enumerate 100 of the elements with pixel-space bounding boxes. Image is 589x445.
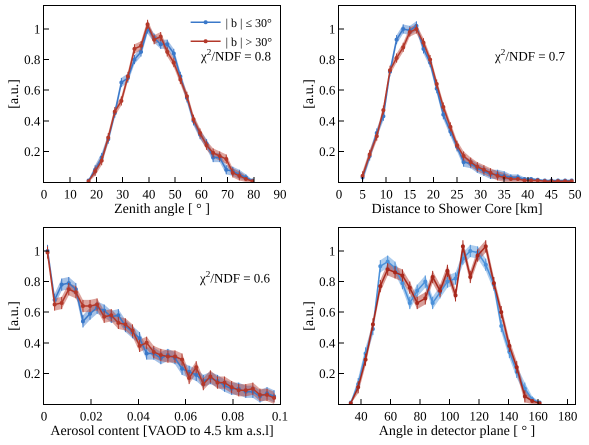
point — [95, 302, 100, 307]
point — [250, 386, 255, 391]
point — [499, 324, 504, 328]
y-axis-title: [a.u.] — [6, 301, 22, 331]
y-tick-label: 1 — [34, 22, 40, 37]
x-tick-label: 25 — [450, 186, 464, 202]
point — [80, 304, 85, 308]
point — [428, 58, 432, 62]
y-tick-label: 0.4 — [319, 335, 336, 350]
point — [499, 310, 504, 314]
x-tick-label: 20 — [90, 186, 103, 202]
point — [430, 274, 435, 279]
y-tick-label: 1 — [328, 22, 336, 37]
y-tick-label: 0.2 — [24, 144, 40, 159]
point — [102, 314, 106, 319]
point — [116, 320, 120, 325]
point — [187, 376, 192, 380]
x-tick-label: 100 — [440, 408, 460, 424]
y-tick-label: 1 — [34, 244, 40, 259]
point — [378, 264, 382, 268]
point — [445, 268, 450, 273]
point — [414, 26, 418, 31]
point — [144, 352, 149, 356]
point — [74, 290, 78, 294]
point — [462, 154, 466, 158]
x-tick-label: 60 — [194, 186, 208, 202]
point — [201, 382, 206, 386]
x-tick-label: 80 — [247, 186, 260, 202]
x-tick-label: 80 — [414, 408, 427, 424]
point — [88, 312, 92, 316]
point — [172, 60, 176, 65]
point — [165, 42, 170, 46]
x-axis-title: Zenith angle [ ° ] — [114, 202, 210, 217]
point — [211, 150, 216, 155]
point — [454, 293, 458, 298]
x-tick-label: 160 — [528, 408, 548, 424]
point — [178, 77, 182, 82]
x-tick-label: 70 — [221, 186, 234, 202]
point — [144, 340, 149, 345]
point — [158, 353, 163, 358]
point — [484, 244, 488, 248]
point — [468, 248, 472, 253]
point — [401, 26, 406, 31]
x-tick-label: 15 — [403, 186, 416, 202]
point — [224, 168, 228, 172]
point — [400, 273, 404, 278]
y-tick-label: 0.8 — [319, 52, 336, 68]
y-tick-label: 0.6 — [319, 82, 336, 98]
x-tick-label: 0 — [40, 186, 48, 202]
y-tick-label: 1 — [328, 244, 336, 259]
point — [364, 358, 368, 362]
x-tick-label: 50 — [168, 186, 182, 202]
point — [460, 244, 465, 248]
point — [119, 80, 124, 85]
x-tick-label: 0.08 — [221, 408, 244, 424]
point — [80, 319, 85, 324]
point — [66, 287, 71, 292]
point — [400, 281, 404, 286]
y-tick-label: 0.2 — [319, 144, 336, 159]
point — [401, 45, 406, 50]
point — [146, 22, 150, 26]
x-tick-label: 10 — [64, 186, 77, 202]
y-tick-label: 0.4 — [319, 113, 336, 128]
x-tick-label: 30 — [474, 186, 488, 202]
point — [370, 322, 375, 326]
point — [394, 56, 399, 60]
x-tick-label: 120 — [469, 408, 489, 424]
y-tick-label: 0.4 — [24, 335, 41, 350]
point — [224, 157, 228, 162]
x-tick-label: 180 — [558, 408, 578, 424]
point — [52, 302, 57, 307]
x-axis-title: Aerosol content [VAOD to 4.5 km a.s.l] — [50, 424, 274, 439]
y-tick-label: 0.4 — [24, 113, 41, 128]
point — [454, 276, 458, 280]
point — [194, 365, 198, 370]
point — [394, 38, 399, 42]
point — [165, 50, 170, 54]
point — [172, 51, 176, 56]
point — [356, 385, 360, 390]
x-tick-label: 35 — [498, 186, 511, 202]
x-tick-label: 60 — [384, 408, 398, 424]
x-tick-label: 5 — [359, 186, 366, 202]
point — [421, 40, 426, 45]
point — [522, 394, 527, 398]
y-tick-label: 0.6 — [319, 304, 336, 320]
y-tick-label: 0.2 — [319, 366, 336, 381]
x-tick-label: 0.1 — [272, 408, 288, 424]
point — [180, 358, 184, 362]
x-tick-label: 0.04 — [127, 408, 150, 424]
point — [139, 50, 144, 54]
point — [423, 296, 428, 300]
point — [374, 134, 379, 138]
point — [476, 254, 480, 258]
point — [138, 336, 142, 340]
point — [60, 282, 64, 287]
point — [484, 262, 488, 267]
point — [441, 105, 446, 110]
y-tick-label: 0.8 — [24, 52, 40, 68]
point — [60, 300, 64, 305]
annotation: χ$^{2}$/NDF = 0.8 — [200, 47, 272, 64]
